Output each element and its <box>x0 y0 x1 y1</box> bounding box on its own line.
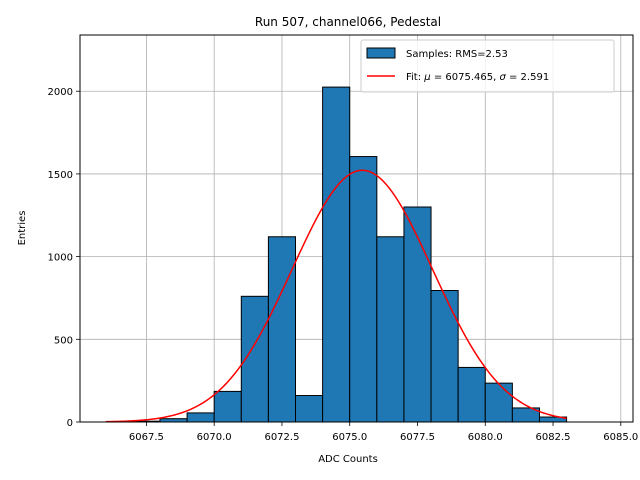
legend-label-samples: Samples: RMS=2.53 <box>406 49 508 60</box>
y-tick-label: 2000 <box>48 87 73 98</box>
x-tick-label: 6080.0 <box>468 432 503 443</box>
histogram-bar <box>403 206 432 423</box>
histogram-bar <box>295 395 324 423</box>
y-tick-label: 1500 <box>48 170 73 181</box>
x-tick-label: 6070.0 <box>197 432 232 443</box>
legend-box <box>360 39 615 93</box>
x-tick-label: 6077.5 <box>400 432 435 443</box>
histogram-bar <box>457 366 486 423</box>
histogram-bar <box>267 236 297 423</box>
histogram-bar <box>322 86 351 423</box>
x-tick-label: 6085.0 <box>603 432 638 443</box>
y-axis-label: Entries <box>17 211 28 246</box>
histogram-bar <box>430 290 459 423</box>
histogram-bar <box>376 236 405 423</box>
legend-patch-samples <box>366 47 396 59</box>
y-tick-label: 500 <box>54 335 73 346</box>
y-axis-ticks: 0 500 1000 1500 2000 <box>48 87 80 429</box>
fit-curve <box>105 169 567 423</box>
plot-frame <box>79 34 634 423</box>
histogram-bar <box>186 412 215 423</box>
x-tick-label: 6067.5 <box>129 432 164 443</box>
legend-label-fit: Fit: μ = 6075.465, σ = 2.591 <box>406 72 549 83</box>
chart-title: Run 507, channel066, Pedestal <box>255 15 441 29</box>
histogram-bar <box>484 382 513 423</box>
x-axis-ticks: 6067.5 6070.0 6072.5 6075.0 6077.5 6080.0 6082… <box>129 422 638 443</box>
histogram-bars <box>132 86 568 423</box>
legend: Samples: RMS=2.53 Fit: μ = 6075.465, σ =… <box>360 39 615 93</box>
histogram-bar <box>213 390 242 423</box>
histogram-bar <box>349 156 378 423</box>
x-tick-label: 6075.0 <box>332 432 367 443</box>
y-tick-label: 0 <box>67 418 73 429</box>
y-tick-label: 1000 <box>48 253 73 264</box>
x-tick-label: 6072.5 <box>264 432 299 443</box>
x-tick-label: 6082.5 <box>536 432 571 443</box>
x-axis-label: ADC Counts <box>318 454 378 465</box>
